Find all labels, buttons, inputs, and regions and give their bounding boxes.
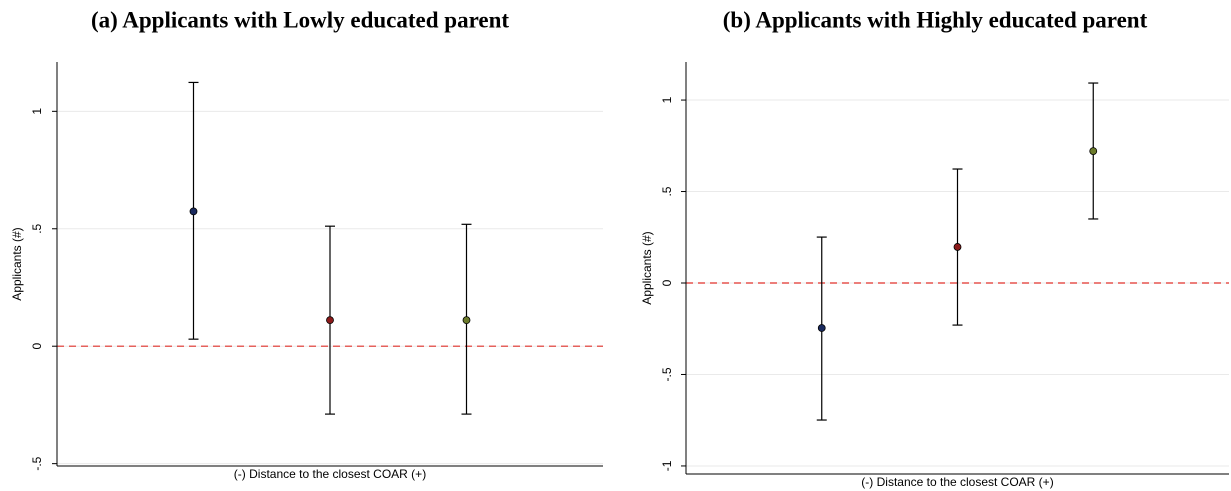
y-tick-label: 0 xyxy=(660,279,674,286)
point xyxy=(1089,147,1098,155)
y-tick-label: .5 xyxy=(30,223,44,233)
point xyxy=(462,316,471,325)
point xyxy=(817,324,826,332)
y-axis-label: Applicants (#) xyxy=(640,231,654,304)
y-tick-label: .5 xyxy=(660,186,674,196)
y-tick-label: 1 xyxy=(660,96,674,103)
x-axis-label: (-) Distance to the closest COAR (+) xyxy=(234,467,426,481)
y-tick-label: -.5 xyxy=(30,456,44,470)
y-tick-label: 1 xyxy=(30,108,44,115)
y-tick-label: -1 xyxy=(660,460,674,471)
point xyxy=(326,316,334,325)
y-axis-label: Applicants (#) xyxy=(10,227,24,300)
point xyxy=(953,243,962,251)
point xyxy=(189,207,198,216)
x-axis-label: (-) Distance to the closest COAR (+) xyxy=(861,475,1053,489)
y-tick-label: 0 xyxy=(30,343,44,350)
chart-title: (a) Applicants with Lowly educated paren… xyxy=(91,7,509,32)
chart-title: (b) Applicants with Highly educated pare… xyxy=(723,7,1148,32)
y-tick-label: -.5 xyxy=(660,367,674,381)
